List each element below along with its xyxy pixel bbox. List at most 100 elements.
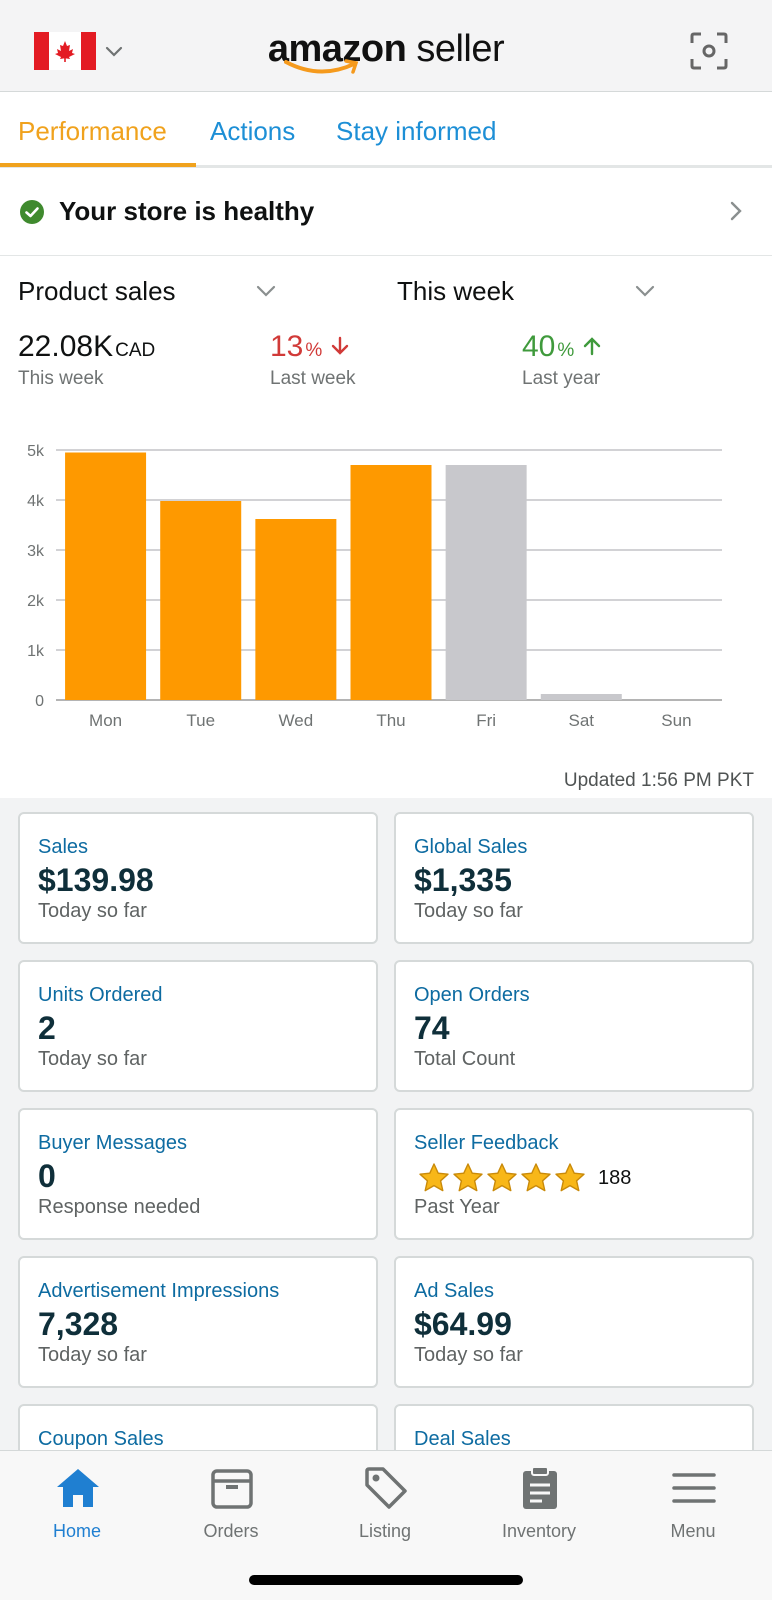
bar-wed [255,519,337,700]
y-tick-label: 3k [27,543,45,560]
feedback-count: 188 [598,1166,632,1189]
card-value: 7,328 [38,1306,119,1342]
nav-menu[interactable]: Menu [616,1451,770,1561]
x-tick-label: Mon [89,711,122,730]
card-buyer-messages[interactable]: Buyer Messages 0 Response needed [18,1108,378,1240]
last-week-change: 13% [270,330,349,364]
chevron-down-icon[interactable] [255,282,277,300]
card-subtitle: Today so far [38,1344,147,1366]
star-icon [419,1163,449,1192]
tag-icon [365,1467,407,1509]
canada-flag-icon [34,32,96,70]
card-value: 2 [38,1010,56,1046]
bar-mon [65,452,147,700]
x-tick-label: Fri [476,711,496,730]
chevron-down-icon[interactable] [634,282,656,300]
card-title: Units Ordered [38,984,163,1006]
chevron-right-icon [730,201,742,221]
updated-timestamp: Updated 1:56 PM PKT [563,770,754,791]
home-indicator [249,1575,523,1585]
country-selector[interactable] [34,32,124,70]
tab-stay-informed[interactable]: Stay informed [336,116,497,146]
nav-orders[interactable]: Orders [154,1451,308,1561]
card-title: Ad Sales [414,1280,495,1302]
card-coupon-sales[interactable]: Coupon Sales [18,1404,378,1450]
bar-fri [445,465,527,700]
sales-bar-chart: 0 1k 2k 3k 4k 5k Mon Tue Wed Thu Fri Sat Sun [27,443,722,730]
scan-icon[interactable] [690,32,728,70]
card-title: Advertisement Impressions [38,1280,280,1302]
nav-home[interactable]: Home [0,1451,154,1561]
card-value: $64.99 [414,1306,512,1342]
metrics-card-grid: Sales $139.98 Today so far Global Sales … [0,798,772,1450]
orders-box-icon [211,1469,253,1509]
card-subtitle: Today so far [414,900,523,922]
logo-smile-icon [284,59,359,74]
card-value: $139.98 [38,862,154,898]
x-tick-label: Sun [661,711,691,730]
card-subtitle: Today so far [414,1344,523,1366]
nav-label: Home [52,1521,101,1541]
arrow-up-icon [583,337,600,356]
chevron-down-icon [105,46,123,57]
arrow-down-icon [331,336,348,355]
store-health-text: Your store is healthy [59,196,315,226]
bar-tue [160,501,242,700]
nav-label: Orders [203,1521,259,1541]
bar-sat [540,694,622,700]
x-tick-label: Sat [569,711,595,730]
card-title: Deal Sales [414,1428,511,1450]
metric-dropdown[interactable]: Product sales [18,276,176,306]
menu-icon [672,1473,716,1503]
star-icon [487,1163,517,1192]
y-tick-label: 0 [35,693,44,710]
card-subtitle: Total Count [414,1048,516,1070]
card-title: Coupon Sales [38,1428,164,1450]
card-seller-feedback[interactable]: Seller Feedback 188 Past Year [394,1108,754,1240]
tab-actions[interactable]: Actions [210,116,296,146]
y-tick-label: 4k [27,493,45,510]
star-icon [555,1163,585,1192]
tab-performance[interactable]: Performance [18,116,167,146]
nav-label: Inventory [501,1521,577,1541]
card-subtitle: Response needed [38,1196,201,1218]
star-icon [453,1163,483,1192]
x-tick-label: Tue [186,711,215,730]
card-subtitle: Today so far [38,1048,147,1070]
clipboard-icon [523,1466,557,1509]
card-title: Seller Feedback [414,1132,559,1154]
card-title: Global Sales [414,836,528,858]
store-health-row[interactable]: Your store is healthy [0,168,772,256]
tab-bar: Performance Actions Stay informed [0,92,772,168]
card-ad-impressions[interactable]: Advertisement Impressions 7,328 Today so… [18,1256,378,1388]
x-tick-label: Wed [279,711,314,730]
home-icon [57,1469,99,1507]
check-circle-icon [20,200,44,224]
top-bar: amazon seller [0,0,772,92]
card-subtitle: Today so far [38,900,147,922]
card-units-ordered[interactable]: Units Ordered 2 Today so far [18,960,378,1092]
card-value: 74 [414,1010,450,1046]
card-title: Sales [38,836,89,858]
card-title: Buyer Messages [38,1132,187,1154]
star-rating: 188 [418,1162,631,1194]
nav-inventory[interactable]: Inventory [462,1451,616,1561]
last-week-label: Last week [270,368,356,389]
card-open-orders[interactable]: Open Orders 74 Total Count [394,960,754,1092]
card-ad-sales[interactable]: Ad Sales $64.99 Today so far [394,1256,754,1388]
card-value: 0 [38,1158,56,1194]
nav-label: Menu [670,1521,716,1541]
card-deal-sales[interactable]: Deal Sales [394,1404,754,1450]
card-sales[interactable]: Sales $139.98 Today so far [18,812,378,944]
nav-listing[interactable]: Listing [308,1451,462,1561]
card-subtitle: Past Year [414,1196,500,1218]
x-tick-label: Thu [376,711,405,730]
bar-thu [350,465,432,700]
y-tick-label: 5k [27,443,45,460]
y-tick-label: 1k [27,643,45,660]
last-year-label: Last year [522,368,601,389]
card-global-sales[interactable]: Global Sales $1,335 Today so far [394,812,754,944]
nav-label: Listing [358,1521,412,1541]
period-dropdown[interactable]: This week [397,276,515,306]
card-value: $1,335 [414,862,512,898]
